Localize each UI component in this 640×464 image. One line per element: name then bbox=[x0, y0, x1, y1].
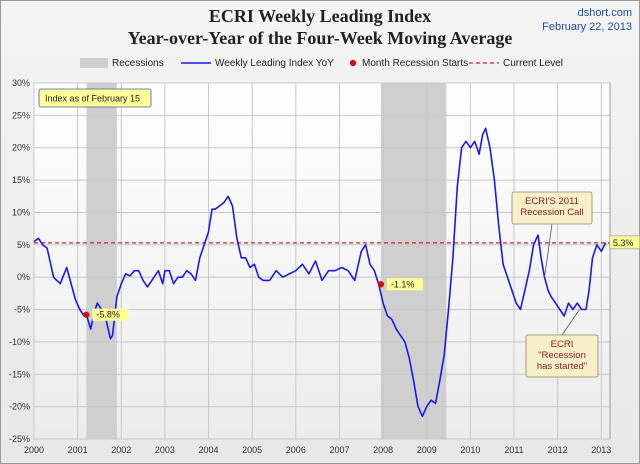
callout-text: has started" bbox=[537, 361, 587, 372]
legend-series-label: Weekly Leading Index YoY bbox=[215, 58, 334, 69]
x-tick-label: 2003 bbox=[155, 445, 175, 455]
x-tick-label: 2012 bbox=[548, 445, 568, 455]
x-tick-label: 2001 bbox=[68, 445, 88, 455]
x-tick-label: 2007 bbox=[329, 445, 349, 455]
recession-start-label-bg bbox=[386, 278, 423, 291]
y-tick-label: -20% bbox=[9, 402, 30, 412]
legend-marker-label: Month Recession Starts bbox=[362, 58, 468, 69]
recession-start-label: -5.8% bbox=[96, 310, 120, 320]
y-tick-label: -10% bbox=[9, 337, 30, 347]
x-tick-label: 2009 bbox=[417, 445, 437, 455]
index-date-note: Index as of February 15 bbox=[45, 94, 140, 104]
x-tick-label: 2006 bbox=[286, 445, 306, 455]
x-tick-label: 2000 bbox=[24, 445, 44, 455]
y-tick-label: 20% bbox=[12, 143, 30, 153]
recession-start-marker bbox=[377, 281, 385, 288]
plot-area bbox=[33, 82, 611, 440]
legend: Recessions Weekly Leading Index YoY Month … bbox=[80, 58, 563, 69]
source-date: February 22, 2013 bbox=[542, 21, 632, 33]
series-line-wli bbox=[33, 127, 607, 418]
callout-text: Recession Call bbox=[520, 207, 583, 218]
x-tick-label: 2002 bbox=[111, 445, 131, 455]
callout-pointer bbox=[561, 309, 580, 336]
callout-text: ECRI'S 2011 bbox=[525, 196, 579, 207]
x-tick-label: 2004 bbox=[199, 445, 219, 455]
recession-start-marker bbox=[83, 311, 90, 318]
legend-level-label: Current Level bbox=[503, 58, 563, 69]
y-tick-label: 5% bbox=[17, 240, 30, 250]
callout-box bbox=[525, 334, 599, 378]
y-tick-label: -15% bbox=[9, 369, 30, 379]
x-tick-label: 2010 bbox=[460, 445, 480, 455]
legend-recessions-label: Recessions bbox=[112, 58, 164, 69]
source-block: dshort.com February 22, 2013 bbox=[542, 6, 632, 34]
current-level-label: 5.3% bbox=[613, 238, 634, 248]
callout-text: "Recession bbox=[538, 350, 586, 361]
callout-pointer bbox=[544, 223, 553, 278]
x-tick-label: 2011 bbox=[504, 445, 523, 455]
y-tick-label: 0% bbox=[17, 272, 30, 282]
y-tick-label: -25% bbox=[9, 434, 30, 444]
chart-title: ECRI Weekly Leading Index bbox=[208, 6, 432, 26]
y-tick-label: -5% bbox=[14, 305, 30, 315]
legend-marker-swatch bbox=[349, 59, 357, 67]
callout-box bbox=[511, 191, 593, 225]
y-tick-label: 25% bbox=[12, 110, 30, 120]
y-tick-label: 15% bbox=[12, 175, 30, 185]
chart-subtitle: Year-over-Year of the Four-Week Moving A… bbox=[127, 28, 513, 48]
source-site: dshort.com bbox=[577, 7, 632, 19]
recession-start-label: -1.1% bbox=[391, 279, 415, 289]
legend-recessions-swatch bbox=[80, 58, 108, 68]
x-tick-label: 2013 bbox=[591, 445, 611, 455]
recession-band bbox=[86, 83, 117, 439]
index-date-note-bg bbox=[38, 88, 152, 108]
callout-text: ECRI bbox=[551, 339, 574, 350]
recession-start-label-bg bbox=[92, 308, 129, 321]
x-tick-label: 2005 bbox=[242, 445, 262, 455]
x-tick-label: 2008 bbox=[373, 445, 393, 455]
y-tick-label: 10% bbox=[12, 207, 30, 217]
y-tick-label: 30% bbox=[12, 78, 30, 88]
